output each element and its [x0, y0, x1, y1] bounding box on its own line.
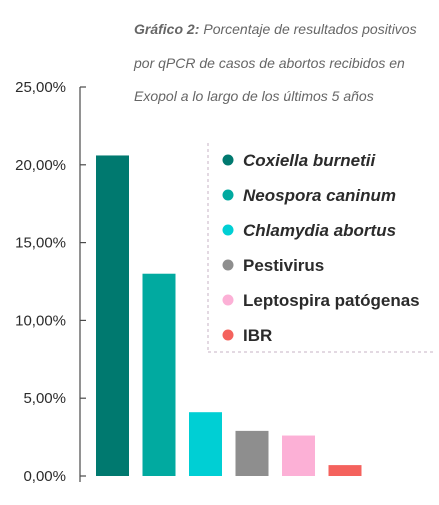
legend-label: Chlamydia abortus [243, 221, 396, 240]
bar [189, 412, 222, 476]
bar [142, 273, 176, 476]
y-tick-label: 0,00% [23, 468, 66, 485]
y-tick-label: 5,00% [23, 390, 66, 407]
legend-swatch [222, 329, 234, 341]
title-line-3: Exopol a lo largo de los últimos 5 años [134, 88, 374, 104]
bar [328, 465, 362, 476]
bars [96, 155, 362, 477]
legend-label: Coxiella burnetii [243, 151, 377, 170]
legend-label: Pestivirus [243, 256, 324, 275]
title-line-2: por qPCR de casos de abortos recibidos e… [133, 55, 405, 71]
title-line-1-text: Porcentaje de resultados positivos [203, 21, 416, 37]
bar [282, 435, 315, 476]
title-prefix: Gráfico 2: [134, 21, 199, 37]
legend: Coxiella burnetii Neospora caninum Chlamyd… [207, 143, 436, 353]
y-tick-label: 20,00% [15, 157, 66, 174]
legend-label: IBR [243, 326, 272, 345]
legend-swatch [222, 294, 234, 306]
chart-title: Gráfico 2: Porcentaje de resultados posit… [133, 21, 417, 104]
y-tick-label: 25,00% [15, 79, 66, 96]
y-tick-label: 10,00% [15, 312, 66, 329]
y-tick-label: 15,00% [15, 235, 66, 252]
legend-swatch [222, 259, 234, 271]
bar [96, 155, 129, 477]
legend-swatch [222, 189, 234, 201]
legend-swatch [222, 224, 234, 236]
y-axis: 0,00% 5,00% 10,00% 15,00% 20,00% 25,00% [15, 79, 86, 485]
bar [235, 430, 269, 476]
legend-label: Leptospira patógenas [243, 291, 420, 310]
legend-label: Neospora caninum [243, 186, 396, 205]
title-line-1: Gráfico 2: Porcentaje de resultados posit… [134, 21, 417, 37]
legend-swatch [222, 154, 234, 166]
